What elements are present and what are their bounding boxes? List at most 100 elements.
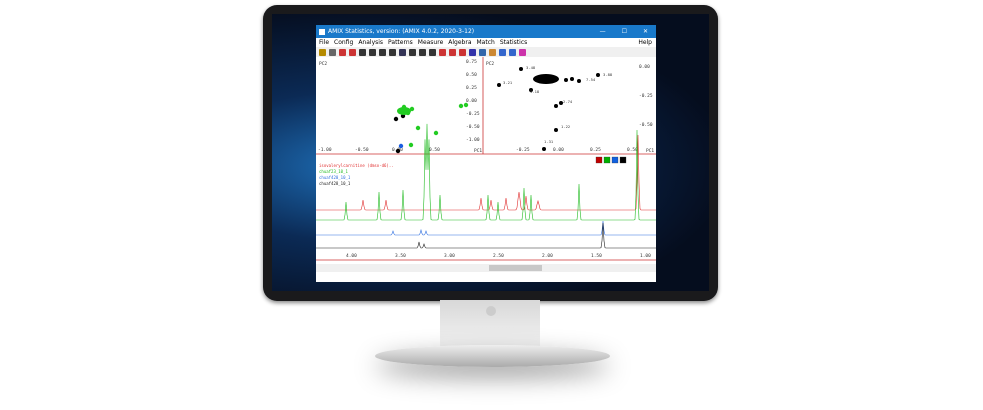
toolbar-match-icon[interactable] <box>439 48 446 56</box>
score-point <box>458 103 464 109</box>
toolbar <box>316 47 656 57</box>
scrollbar-thumb[interactable] <box>489 265 542 271</box>
loading-label: 3.18 <box>530 89 540 94</box>
x-tick: -1.00 <box>318 147 332 153</box>
scores-xlabel: PC1 <box>474 148 482 154</box>
y-tick: 0.75 <box>466 59 477 65</box>
toolbar-zoom-in-icon[interactable] <box>479 48 486 56</box>
loading-label: 3.21 <box>503 80 513 85</box>
menu-help[interactable]: Help <box>638 39 652 46</box>
scores-ylabel: PC2 <box>319 61 327 67</box>
menu-analysis[interactable]: Analysis <box>358 39 384 46</box>
score-point <box>463 102 469 108</box>
toolbar-statistics-icon[interactable] <box>379 48 386 56</box>
score-point <box>408 142 414 148</box>
horizontal-scrollbar[interactable] <box>316 264 656 272</box>
spectrum-trace-red <box>316 134 656 211</box>
color-swatch <box>603 156 611 164</box>
color-swatch <box>611 156 619 164</box>
maximize-button[interactable]: ☐ <box>621 28 627 35</box>
loading-cluster <box>533 74 559 84</box>
spectrum-trace-black <box>316 222 656 249</box>
loading-point <box>519 67 523 71</box>
loading-label: 1.31 <box>544 139 554 144</box>
y-tick: 0.00 <box>639 64 650 70</box>
menu-statistics[interactable]: Statistics <box>499 39 528 46</box>
menu-file[interactable]: File <box>319 39 330 46</box>
menu-bar: File Config Analysis Patterns Measure Algebra… <box>316 38 656 47</box>
x-tick: 0.00 <box>553 147 564 153</box>
x-tick: -0.50 <box>355 147 369 153</box>
score-cluster <box>397 107 411 115</box>
toolbar-statistics-icon[interactable] <box>449 48 456 56</box>
toolbar-print-icon[interactable] <box>329 48 336 56</box>
score-point <box>415 125 421 131</box>
score-point <box>409 106 415 112</box>
loading-point <box>564 78 568 82</box>
toolbar-zoom-in-icon[interactable] <box>339 48 346 56</box>
loading-point <box>596 73 600 77</box>
score-point <box>393 116 399 122</box>
minimize-button[interactable]: — <box>599 28 606 35</box>
loading-label: 3.88 <box>603 72 613 77</box>
y-tick: -0.50 <box>466 124 480 130</box>
toolbar-zoom-reset-icon[interactable] <box>359 48 366 56</box>
loading-label: 2.74 <box>563 99 573 104</box>
toolbar-zoom-in-icon[interactable] <box>409 48 416 56</box>
loadings-xlabel: PC1 <box>646 148 654 154</box>
x-tick: 3.50 <box>395 253 406 259</box>
y-tick: 0.25 <box>466 85 477 91</box>
legend-entry: isovalerylcarnitine (dmso-d6).. <box>319 163 394 168</box>
loading-point <box>542 147 546 151</box>
menu-algebra[interactable]: Algebra <box>448 39 472 46</box>
toolbar-zoom-out-icon[interactable] <box>489 48 496 56</box>
score-point <box>433 130 439 136</box>
score-point <box>398 143 404 149</box>
toolbar-zoom-reset-icon[interactable] <box>429 48 436 56</box>
legend-entry: chuaf23_10_1 <box>319 169 348 174</box>
plot-area: PC2 0.75 0.50 0.25 0.00 -0.25 -0.50 -1.00 -1.00 -… <box>316 57 656 282</box>
menu-match[interactable]: Match <box>476 39 495 46</box>
loading-point <box>554 128 558 132</box>
toolbar-open-icon[interactable] <box>319 48 326 56</box>
toolbar-match-icon[interactable] <box>369 48 376 56</box>
toolbar-print-icon[interactable] <box>399 48 406 56</box>
legend-entry: chuaf428_10_1 <box>319 181 351 186</box>
x-tick: 0.50 <box>627 147 638 153</box>
toolbar-open-icon[interactable] <box>459 48 466 56</box>
menu-config[interactable]: Config <box>334 39 354 46</box>
app-window: AMIX Statistics, version: (AMIX 4.0.2, 2… <box>316 25 656 282</box>
toolbar-open-icon[interactable] <box>389 48 396 56</box>
close-button[interactable]: ✕ <box>642 28 648 35</box>
y-tick: -1.00 <box>466 137 480 143</box>
x-tick: 3.00 <box>444 253 455 259</box>
loading-point <box>577 79 581 83</box>
loading-point <box>497 83 501 87</box>
window-title: AMIX Statistics, version: (AMIX 4.0.2, 2… <box>328 28 475 35</box>
toolbar-zoom-out-icon[interactable] <box>419 48 426 56</box>
toolbar-zoom-reset-icon[interactable] <box>499 48 506 56</box>
title-bar: AMIX Statistics, version: (AMIX 4.0.2, 2… <box>316 25 656 38</box>
toolbar-statistics-icon[interactable] <box>519 48 526 56</box>
toolbar-print-icon[interactable] <box>469 48 476 56</box>
x-tick: 1.00 <box>640 253 651 259</box>
toolbar-match-icon[interactable] <box>509 48 516 56</box>
x-tick: 2.50 <box>493 253 504 259</box>
loading-label: 7.54 <box>586 77 596 82</box>
loadings-ylabel: PC2 <box>486 61 494 67</box>
y-tick: 0.00 <box>466 98 477 104</box>
x-tick: 1.50 <box>591 253 602 259</box>
stand-hole <box>486 306 496 316</box>
app-icon <box>319 28 325 35</box>
loading-point <box>570 77 574 81</box>
x-tick: 0.25 <box>590 147 601 153</box>
menu-measure[interactable]: Measure <box>417 39 444 46</box>
y-tick: -0.25 <box>639 93 653 99</box>
menu-patterns[interactable]: Patterns <box>388 39 413 46</box>
spectrum-trace-blue <box>316 220 656 236</box>
x-tick: -0.25 <box>516 147 530 153</box>
loading-point <box>529 88 533 92</box>
loading-label: 3.48 <box>526 65 536 70</box>
toolbar-zoom-out-icon[interactable] <box>349 48 356 56</box>
x-tick: 2.00 <box>542 253 553 259</box>
